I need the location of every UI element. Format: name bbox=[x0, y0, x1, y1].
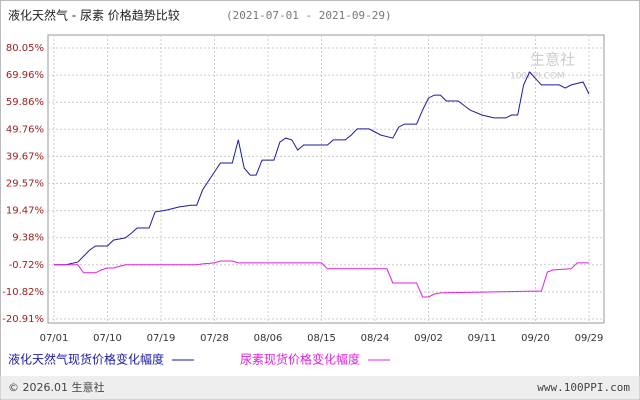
y-tick-label: -0.72% bbox=[9, 260, 44, 271]
series-line bbox=[54, 71, 590, 266]
x-tick-label: 07/19 bbox=[147, 333, 176, 344]
x-tick-label: 09/11 bbox=[468, 333, 497, 344]
y-tick-label: -20.91% bbox=[2, 314, 44, 325]
x-tick-label: 07/01 bbox=[40, 333, 69, 344]
x-tick-label: 08/24 bbox=[361, 333, 390, 344]
y-tick-label: 49.76% bbox=[6, 124, 44, 135]
footer-left: © 2026.01 生意社 bbox=[8, 380, 104, 394]
x-tick-label: 09/20 bbox=[521, 333, 550, 344]
chart-subtitle: (2021-07-01 - 2021-09-29) bbox=[226, 9, 392, 22]
y-tick-label: 80.05% bbox=[6, 43, 44, 54]
legend-label: 尿素现货价格变化幅度 bbox=[240, 352, 360, 367]
y-tick-label: 29.57% bbox=[6, 179, 44, 190]
y-tick-label: -10.82% bbox=[2, 287, 44, 298]
x-tick-label: 09/02 bbox=[414, 333, 443, 344]
x-tick-label: 07/28 bbox=[200, 333, 229, 344]
chart-title: 液化天然气 - 尿素 价格趋势比较 bbox=[8, 8, 180, 23]
y-tick-label: 69.96% bbox=[6, 70, 44, 81]
x-tick-label: 07/10 bbox=[93, 333, 122, 344]
y-tick-label: 9.38% bbox=[12, 233, 44, 244]
footer-bar bbox=[0, 376, 640, 400]
x-tick-label: 08/06 bbox=[254, 333, 283, 344]
watermark: 生意社 bbox=[530, 51, 575, 69]
y-tick-label: 39.67% bbox=[6, 151, 44, 162]
watermark: 100PPI.COM bbox=[510, 72, 565, 82]
y-tick-label: 19.47% bbox=[6, 206, 44, 217]
legend-label: 液化天然气现货价格变化幅度 bbox=[8, 352, 164, 367]
series-line bbox=[54, 260, 589, 298]
footer-right: www.100PPI.com bbox=[537, 381, 630, 394]
x-tick-label: 09/29 bbox=[575, 333, 604, 344]
plot-area bbox=[47, 34, 605, 324]
y-tick-label: 59.86% bbox=[6, 97, 44, 108]
x-tick-label: 08/15 bbox=[307, 333, 336, 344]
